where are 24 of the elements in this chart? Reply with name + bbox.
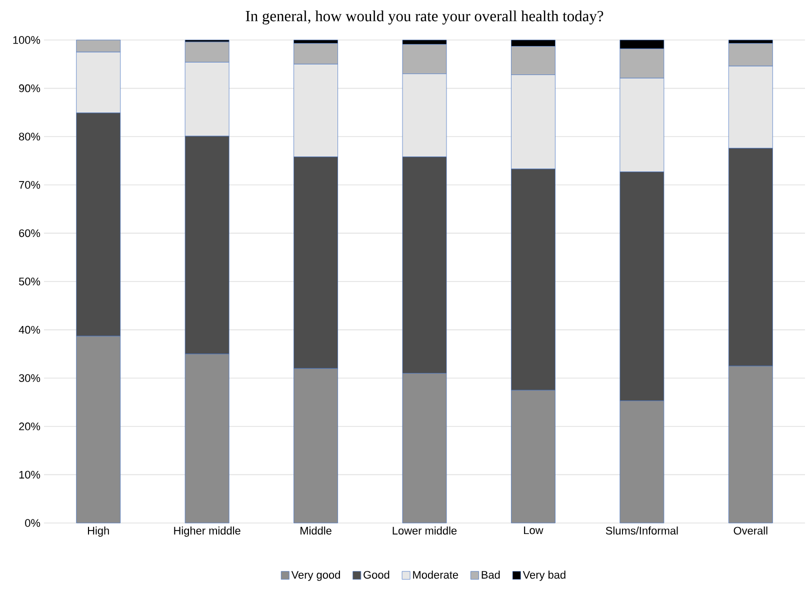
legend-label: Very bad [522,570,566,581]
x-tick-label: Higher middle [174,526,240,537]
y-tick-label: 70% [19,181,40,189]
y-tick-label: 30% [18,374,40,382]
legend-label: Moderate [413,570,458,579]
y-tick-label: 0% [25,519,40,527]
y-tick-label: 40% [18,326,40,334]
y-tick-label: 20% [19,422,40,430]
y-tick-label: 100% [13,36,40,44]
x-tick-label: Lower middle [392,526,457,535]
legend-label: Bad [482,570,500,579]
y-tick-label: 60% [19,229,40,238]
y-tick-label: 80% [19,132,40,140]
legend-label: Good [364,570,390,579]
x-tick-label: Middle [300,526,332,535]
x-tick-label: Overall [734,526,768,535]
chart-title: In general, how would you rate your overall health today? [246,10,604,24]
x-tick-label: High [88,526,109,537]
x-tick-label: Low [524,526,544,534]
legend-label: Very good [291,570,340,581]
y-tick-label: 50% [18,278,40,286]
y-tick-label: 10% [19,470,40,479]
y-tick-label: 90% [19,84,40,92]
x-tick-label: Slums/Informal [606,526,678,535]
